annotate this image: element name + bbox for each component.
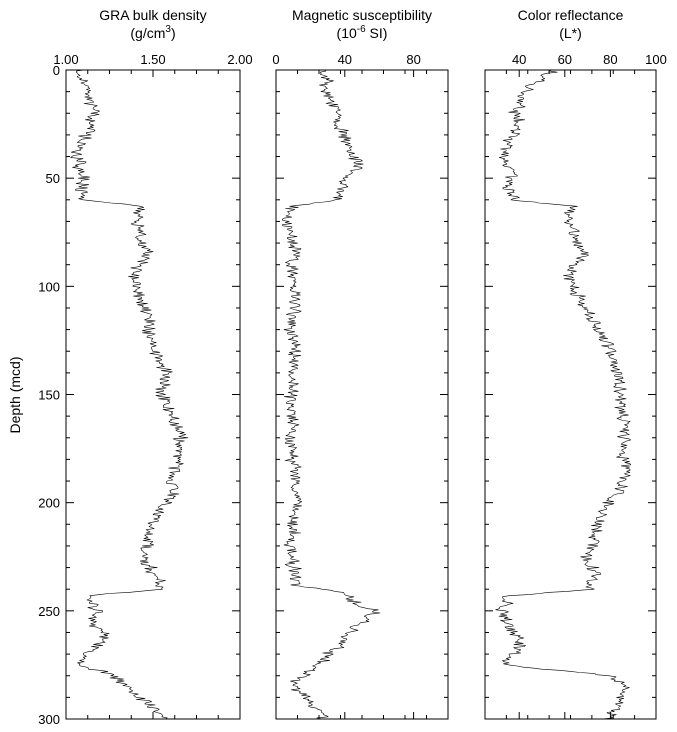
x-tick-label: 40 [338,52,352,67]
x-tick-label: 80 [603,52,617,67]
y-tick-label: 50 [46,171,60,186]
panel-title: Magnetic susceptibility [292,7,432,23]
unit-superscript: 3 [165,24,171,35]
y-tick-label: 200 [38,496,60,511]
series-line [281,69,381,720]
panel-3: Color reflectance (L*) 40 60 80 100 [484,7,667,720]
unit-tail: ) [171,25,176,41]
y-tick-label: 100 [38,279,60,294]
panel-title: GRA bulk density [99,7,206,23]
x-tick-label: 100 [645,52,667,67]
y-axis-label: Depth (mcd) [7,356,23,433]
x-tick-label: 0 [272,52,279,67]
panel-unit: (10-6 SI) [337,24,388,41]
x-tick-label: 1.50 [140,52,165,67]
y-tick-label: 150 [38,388,60,403]
unit-superscript: -6 [357,24,366,35]
x-tick-label: 80 [406,52,420,67]
unit-base: (g/cm [130,25,165,41]
panel-title: Color reflectance [518,7,624,23]
series-line [70,69,189,720]
unit-base: (10 [337,25,357,41]
y-tick-label: 300 [38,712,60,727]
unit-tail: SI) [366,25,388,41]
plot-frame [65,69,241,720]
panel-unit: (g/cm3) [130,24,175,41]
plots: GRA bulk density(g/cm3)1.00 1.50 2.0005010… [38,7,667,727]
panel-unit: (L*) [559,25,582,41]
x-tick-label: 1.00 [53,52,78,67]
x-tick-label: 2.00 [227,52,252,67]
y-tick-label: 250 [38,604,60,619]
y-tick-label: 0 [53,63,60,78]
unit-base: (L*) [559,25,582,41]
series-line [495,69,632,720]
x-tick-label: 40 [512,52,526,67]
panel-1: GRA bulk density(g/cm3)1.00 1.50 2.0005010… [38,7,252,727]
panel-2: Magnetic susceptibility(10-6 SI)0 40 80 [272,7,449,720]
x-tick-label: 60 [558,52,572,67]
